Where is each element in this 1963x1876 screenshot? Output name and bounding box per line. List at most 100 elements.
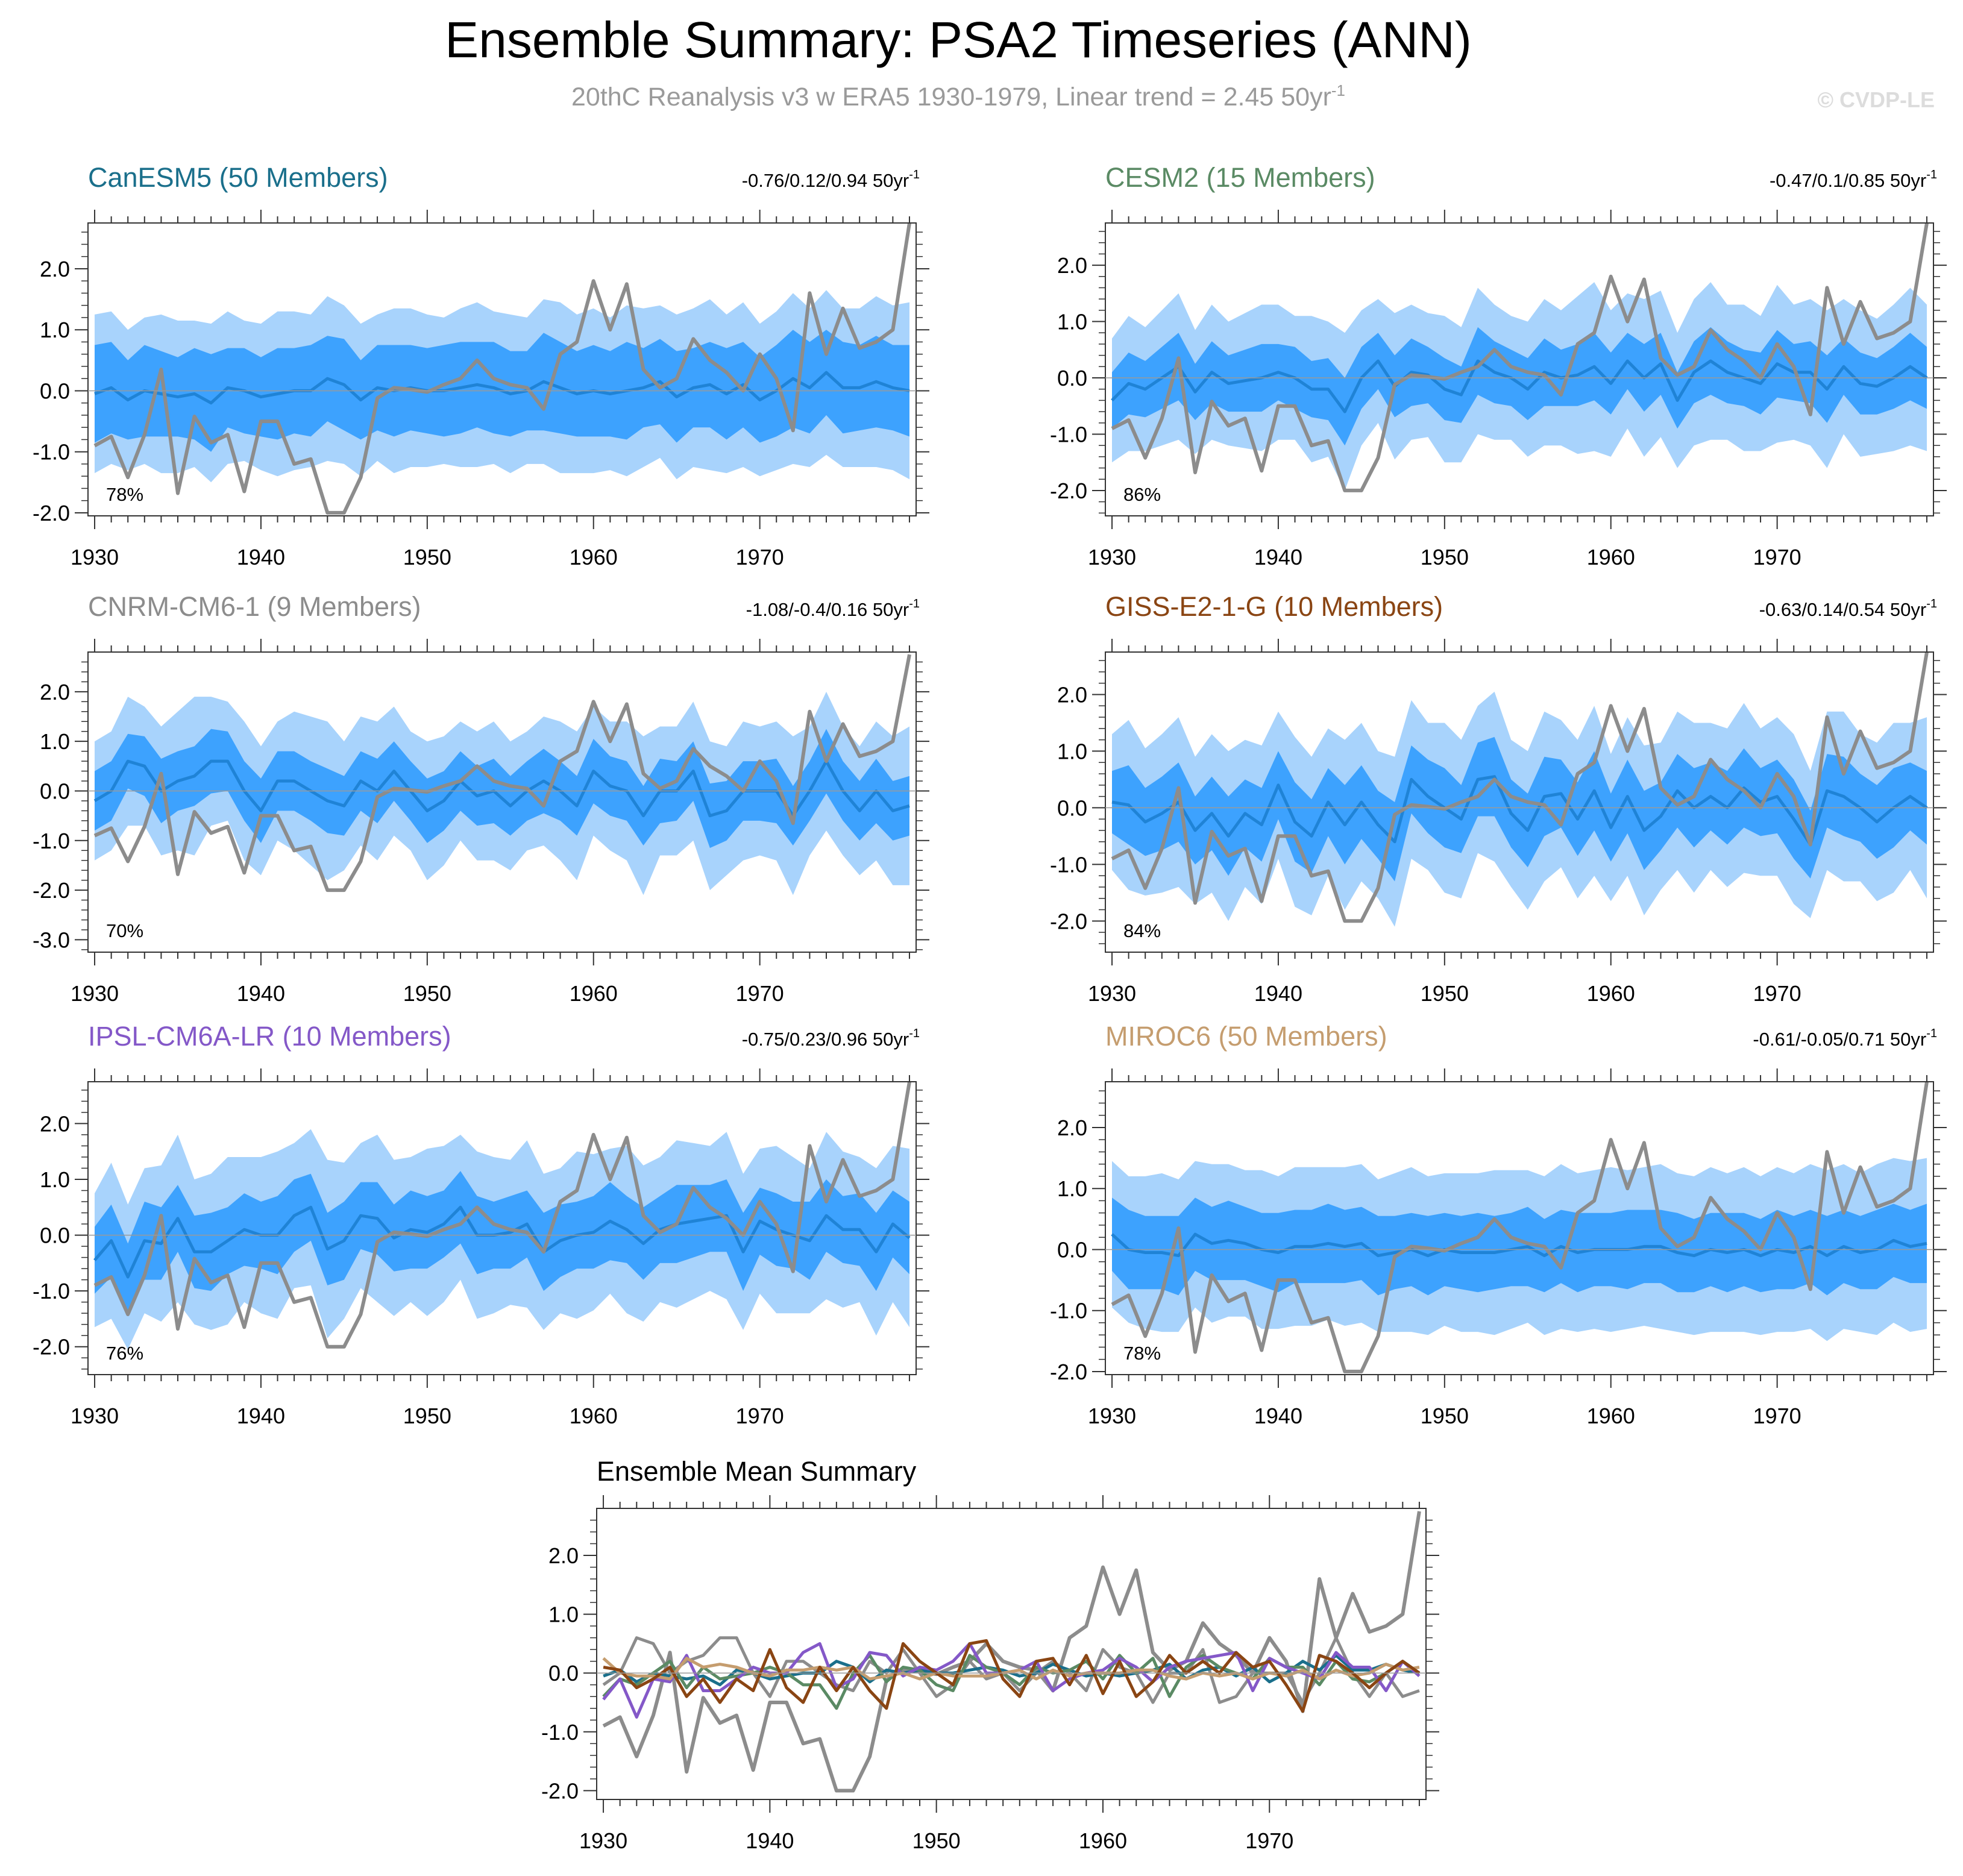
panel-3-data	[93, 654, 911, 896]
panel-2-y-tick-label: -2.0	[1050, 478, 1087, 503]
panel-2-percent-label: 86%	[1123, 484, 1161, 505]
mean-summary-model-line-4	[603, 1639, 1421, 1713]
panel-1-x-tick-label: 1930	[71, 545, 119, 569]
panel-6-x-tick-label: 1930	[1088, 1404, 1136, 1428]
panel-6-x-tick-label: 1960	[1587, 1404, 1635, 1428]
panel-3-trend-text: -1.08/-0.4/0.16 50yr-1	[746, 597, 920, 620]
mean-summary-y-tick-label: -1.0	[541, 1720, 579, 1745]
panel-3-y-tick-label: 0.0	[40, 779, 70, 803]
mean-summary-observed-line	[602, 1511, 1421, 1793]
panel-5-y-tick-label: 1.0	[40, 1167, 70, 1192]
panel-4-data	[1111, 652, 1929, 927]
panel-1-y-tick-label: 1.0	[40, 318, 70, 342]
panel-3-y-tick-label: 1.0	[40, 729, 70, 754]
panel-1-y-tick-label: 0.0	[40, 378, 70, 403]
panel-2-trend-value: -0.47/0.1/0.85 50yr	[1770, 170, 1926, 191]
mean-summary-y-tick-label: -2.0	[541, 1778, 579, 1803]
watermark: © CVDP-LE	[1817, 87, 1935, 112]
mean-summary-model-line-6	[602, 1657, 1420, 1681]
panel-5-percent-label: 76%	[106, 1343, 143, 1364]
panel-5-x-tick-label: 1970	[736, 1404, 784, 1428]
panel-2-observed-line	[1111, 223, 1929, 492]
panel-2-trend-unit-exponent: -1	[1926, 168, 1937, 181]
panel-5: 1930 1940 1950 1960 1970 2.0 1.0 0.0 -1.0 -2.0 IPS…	[33, 1021, 929, 1428]
panel-2-x-tick-label: 1940	[1254, 545, 1302, 569]
panel-1-x-tick-label: 1970	[736, 545, 784, 569]
panel-5-x-tick-label: 1950	[403, 1404, 451, 1428]
panel-3-observed-line	[93, 654, 911, 893]
panel-4-y-tick-label: -2.0	[1050, 909, 1087, 933]
panel-3-y-tick-label: -3.0	[33, 927, 70, 952]
panel-4-x-tick-label: 1950	[1421, 981, 1469, 1006]
panel-5-x-tick-label: 1940	[237, 1404, 285, 1428]
panel-5-trend-text: -0.75/0.23/0.96 50yr-1	[742, 1027, 920, 1050]
panel-1-plot-frame	[87, 222, 917, 516]
panel-4-trend-unit-exponent: -1	[1926, 597, 1937, 610]
panel-2-inner-spread-band	[1112, 327, 1927, 446]
panel-2-x-tick-label: 1970	[1753, 545, 1801, 569]
panel-1-trend-value: -0.76/0.12/0.94 50yr	[742, 170, 909, 191]
mean-summary-title: Ensemble Mean Summary	[597, 1456, 917, 1487]
panel-6-y-tick-label: -2.0	[1050, 1360, 1087, 1384]
panel-5-y-tick-label: 0.0	[40, 1223, 70, 1248]
panel-5-plot-frame	[87, 1081, 917, 1375]
panel-6-trend-unit-exponent: -1	[1926, 1027, 1937, 1040]
panel-5-data	[93, 1082, 911, 1350]
panel-6-percent-label: 78%	[1123, 1343, 1161, 1364]
panel-1-y-tick-label: -2.0	[33, 501, 70, 525]
panel-4-plot-frame	[1105, 651, 1934, 953]
panel-3-percent-label: 70%	[106, 920, 143, 941]
panel-4-percent-label: 84%	[1123, 920, 1161, 941]
panel-4-y-tick-label: 2.0	[1057, 682, 1087, 707]
panel-4-y-tick-label: 0.0	[1057, 795, 1087, 820]
panel-6-y-tick-label: -1.0	[1050, 1299, 1087, 1323]
panel-2-y-tick-label: 1.0	[1057, 310, 1087, 334]
panel-3-y-tick-label: -1.0	[33, 829, 70, 853]
panel-3-trend-unit-exponent: -1	[909, 597, 920, 610]
panel-1-y-tick-label: 2.0	[40, 257, 70, 281]
panel-6-model-title: MIROC6 (50 Members)	[1105, 1021, 1387, 1052]
panel-3-x-tick-label: 1960	[570, 981, 618, 1006]
panel-2-y-tick-label: -1.0	[1050, 422, 1087, 447]
panel-2-ensemble-mean-line	[1111, 359, 1928, 413]
panel-5-y-tick-label: -2.0	[33, 1335, 70, 1360]
panel-4-y-tick-label: 1.0	[1057, 739, 1087, 764]
panel-1-data	[93, 223, 911, 515]
panel-2-x-tick-label: 1950	[1421, 545, 1469, 569]
panel-5-trend-value: -0.75/0.23/0.96 50yr	[742, 1029, 909, 1050]
panel-5-model-title: IPSL-CM6A-LR (10 Members)	[88, 1021, 451, 1052]
mean-summary-x-tick-label: 1940	[746, 1828, 794, 1853]
panel-6-x-tick-label: 1970	[1753, 1404, 1801, 1428]
mean-summary-y-tick-label: 1.0	[548, 1602, 579, 1627]
panel-3-plot-frame	[87, 651, 917, 953]
panel-4-trend-text: -0.63/0.14/0.54 50yr-1	[1759, 597, 1937, 620]
panel-1-percent-label: 78%	[106, 484, 143, 505]
panel-1-y-tick-label: -1.0	[33, 440, 70, 465]
panel-2-x-tick-label: 1960	[1587, 545, 1635, 569]
panel-1-x-tick-label: 1960	[570, 545, 618, 569]
panel-6-x-tick-label: 1940	[1254, 1404, 1302, 1428]
mean-summary-data	[602, 1511, 1421, 1793]
panel-3-y-tick-label: 2.0	[40, 680, 70, 704]
panel-4: 1930 1940 1950 1960 1970 2.0 1.0 0.0 -1.0 -2.0 GIS…	[1050, 591, 1947, 1006]
panel-1-trend-text: -0.76/0.12/0.94 50yr-1	[742, 168, 920, 191]
panel-5-x-tick-label: 1930	[71, 1404, 119, 1428]
panel-2: 1930 1940 1950 1960 1970 2.0 1.0 0.0 -1.0 -2.0 CES…	[1050, 162, 1947, 569]
panel-6-y-tick-label: 0.0	[1057, 1237, 1087, 1262]
panel-3-x-tick-label: 1950	[403, 981, 451, 1006]
panel-3-x-tick-label: 1930	[71, 981, 119, 1006]
panel-1-observed-line	[93, 223, 911, 515]
panel-1-x-tick-label: 1950	[403, 545, 451, 569]
panel-3-trend-value: -1.08/-0.4/0.16 50yr	[746, 599, 909, 620]
panel-6-observed-line	[1111, 1082, 1929, 1373]
panel-6-y-tick-label: 1.0	[1057, 1176, 1087, 1201]
panel-4-model-title: GISS-E2-1-G (10 Members)	[1105, 591, 1443, 622]
figure-subtitle: 20thC Reanalysis v3 w ERA5 1930-1979, Li…	[571, 81, 1345, 111]
panel-2-y-tick-label: 2.0	[1057, 253, 1087, 278]
panel-2-x-tick-label: 1930	[1088, 545, 1136, 569]
panel-6-trend-value: -0.61/-0.05/0.71 50yr	[1753, 1029, 1926, 1050]
mean-summary-y-tick-label: 0.0	[548, 1661, 579, 1686]
panel-6-y-tick-label: 2.0	[1057, 1115, 1087, 1140]
panel-2-trend-text: -0.47/0.1/0.85 50yr-1	[1770, 168, 1937, 191]
panel-5-y-tick-label: 2.0	[40, 1111, 70, 1136]
